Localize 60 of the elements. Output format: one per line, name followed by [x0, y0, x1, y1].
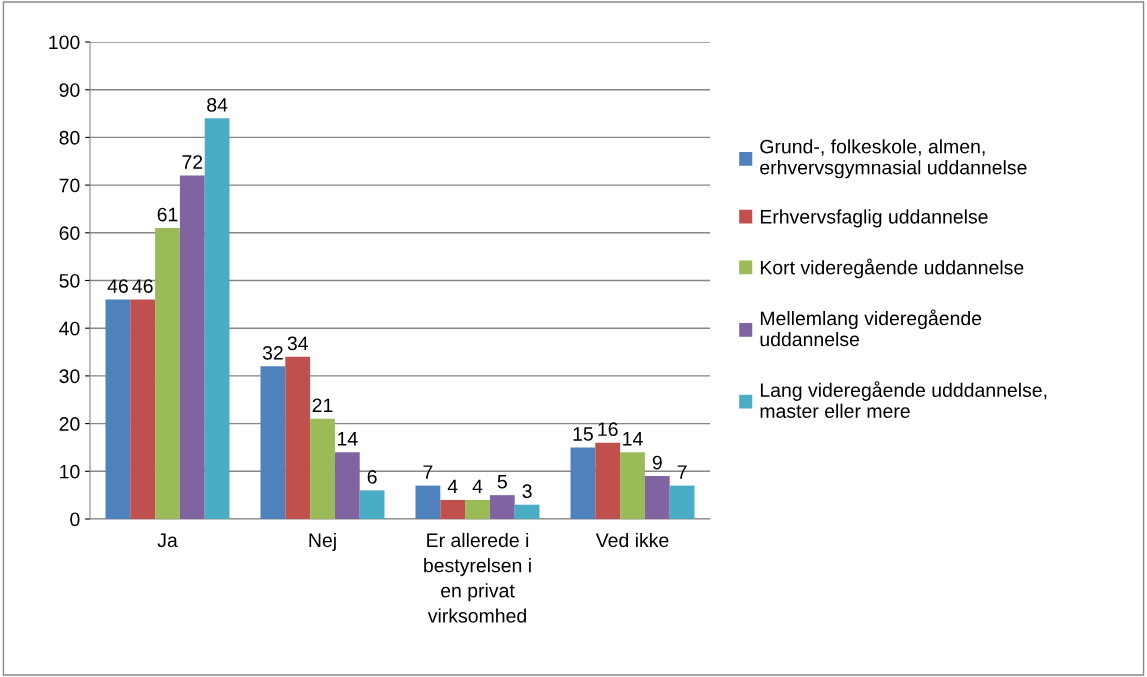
y-tick-label: 10: [60, 464, 80, 479]
data-label: 4: [447, 479, 458, 494]
data-label: 6: [367, 469, 377, 484]
bar: [570, 447, 596, 519]
bar: [440, 499, 466, 519]
data-label: 72: [182, 155, 203, 169]
bar: [465, 499, 490, 519]
bar: [310, 418, 335, 519]
data-label: 7: [423, 465, 433, 479]
x-tick-label: Er allerede i bestyrelsen i en privat virksomhed: [424, 532, 531, 623]
bar: [415, 485, 441, 519]
bar: [595, 442, 621, 519]
bar: [644, 476, 670, 519]
data-label: 15: [573, 427, 593, 441]
data-label: 61: [157, 207, 178, 222]
legend-label: Erhvervsfaglig uddannelse: [760, 209, 988, 228]
data-label: 5: [497, 474, 507, 489]
data-label: 3: [522, 484, 532, 499]
data-label: 9: [652, 455, 662, 470]
bar: [359, 490, 385, 519]
bar: [155, 228, 180, 519]
y-tick-label: 30: [59, 369, 80, 384]
data-label: 4: [472, 479, 483, 494]
y-tick-label: 0: [70, 512, 80, 527]
bar: [260, 366, 286, 519]
bar: [489, 495, 515, 519]
bar: [130, 299, 156, 519]
y-tick-label: 40: [59, 321, 80, 336]
y-tick-label: 70: [59, 178, 80, 193]
y-tick-label: 50: [59, 273, 80, 288]
y-tick-label: 80: [59, 130, 80, 145]
legend-label: Mellemlang videregående uddannelse: [760, 309, 982, 347]
data-label: 21: [312, 398, 333, 413]
bar: [179, 175, 205, 519]
data-label: 84: [207, 97, 228, 112]
data-label: 46: [107, 279, 128, 293]
bar: [204, 118, 230, 519]
bar: [285, 356, 311, 519]
x-tick-label: Ja: [157, 533, 178, 548]
legend-label: Lang videregående udddannelse, master eller mere: [760, 381, 1047, 418]
data-label: 14: [623, 432, 643, 446]
data-label: 16: [598, 422, 618, 437]
data-label: 7: [677, 465, 687, 479]
data-label: 32: [262, 345, 283, 360]
data-label: 14: [337, 432, 358, 446]
bar: [514, 504, 540, 519]
x-tick-label: Nej: [309, 532, 336, 552]
data-label: 34: [287, 336, 308, 351]
y-tick-label: 100: [49, 35, 80, 50]
bar: [620, 452, 645, 519]
bar: [105, 299, 131, 519]
y-tick-label: 20: [59, 417, 80, 431]
legend-label: Kort videregående uddannelse: [760, 258, 1024, 279]
bar: [334, 452, 360, 519]
x-tick-label: Ved ikke: [595, 532, 669, 548]
legend-label: Grund-, folkeskole, almen, erhvervsgymnasial uddannelse: [760, 139, 1027, 179]
bar: [669, 485, 695, 519]
y-tick-label: 60: [59, 226, 80, 241]
y-tick-label: 90: [59, 83, 80, 97]
data-label: 46: [132, 279, 153, 293]
